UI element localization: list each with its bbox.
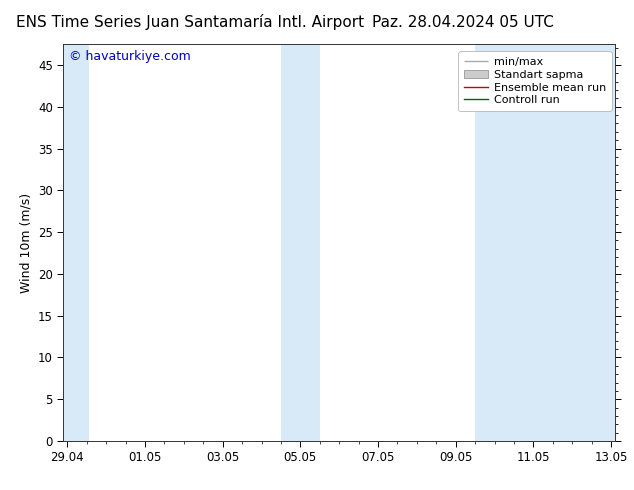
Bar [63, 44, 89, 441]
Text: Paz. 28.04.2024 05 UTC: Paz. 28.04.2024 05 UTC [372, 15, 553, 29]
Bar [281, 44, 320, 441]
Text: ENS Time Series Juan Santamaría Intl. Airport: ENS Time Series Juan Santamaría Intl. Ai… [16, 14, 365, 30]
Y-axis label: Wind 10m (m/s): Wind 10m (m/s) [20, 193, 32, 293]
Text: © havaturkiye.com: © havaturkiye.com [69, 50, 191, 63]
Bar [475, 44, 615, 441]
Legend: min/max, Standart sapma, Ensemble mean run, Controll run: min/max, Standart sapma, Ensemble mean r… [458, 51, 612, 111]
